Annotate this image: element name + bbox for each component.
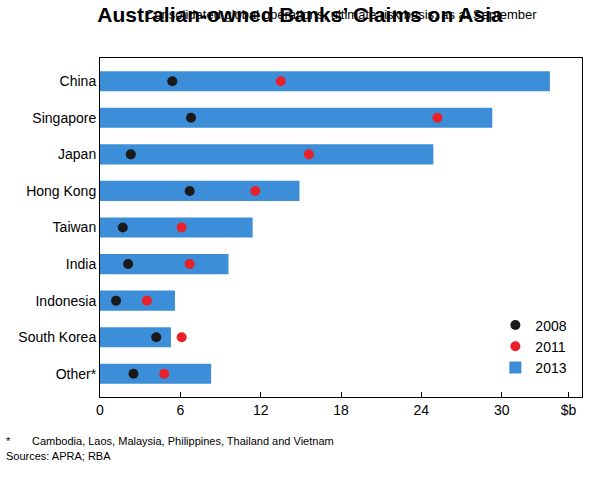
svg-text:12: 12	[253, 402, 269, 418]
svg-text:Consolidated global operations: Consolidated global operations, ultimate…	[145, 7, 537, 22]
svg-text:Other*: Other*	[56, 366, 97, 382]
svg-text:6: 6	[176, 402, 184, 418]
svg-text:2013: 2013	[535, 360, 566, 376]
svg-text:Japan: Japan	[58, 146, 96, 162]
svg-text:24: 24	[414, 402, 430, 418]
svg-text:18: 18	[333, 402, 349, 418]
svg-text:*: *	[6, 435, 11, 447]
svg-text:China: China	[60, 73, 97, 89]
svg-text:India: India	[66, 256, 97, 272]
svg-text:Taiwan: Taiwan	[53, 219, 97, 235]
svg-text:2008: 2008	[535, 318, 566, 334]
svg-text:Sources: APRA; RBA: Sources: APRA; RBA	[6, 450, 111, 462]
svg-text:Australian-owned Banks’ Claims: Australian-owned Banks’ Claims on Asia	[97, 3, 503, 26]
svg-text:Indonesia: Indonesia	[35, 293, 96, 309]
svg-text:Cambodia, Laos, Malaysia, Phil: Cambodia, Laos, Malaysia, Philippines, T…	[32, 435, 334, 447]
svg-text:$b: $b	[561, 402, 577, 418]
svg-text:Singapore: Singapore	[32, 110, 96, 126]
svg-text:2011: 2011	[535, 339, 565, 355]
svg-text:30: 30	[494, 402, 510, 418]
svg-text:Hong Kong: Hong Kong	[26, 183, 96, 199]
svg-text:South Korea: South Korea	[18, 329, 96, 345]
svg-text:0: 0	[96, 402, 104, 418]
